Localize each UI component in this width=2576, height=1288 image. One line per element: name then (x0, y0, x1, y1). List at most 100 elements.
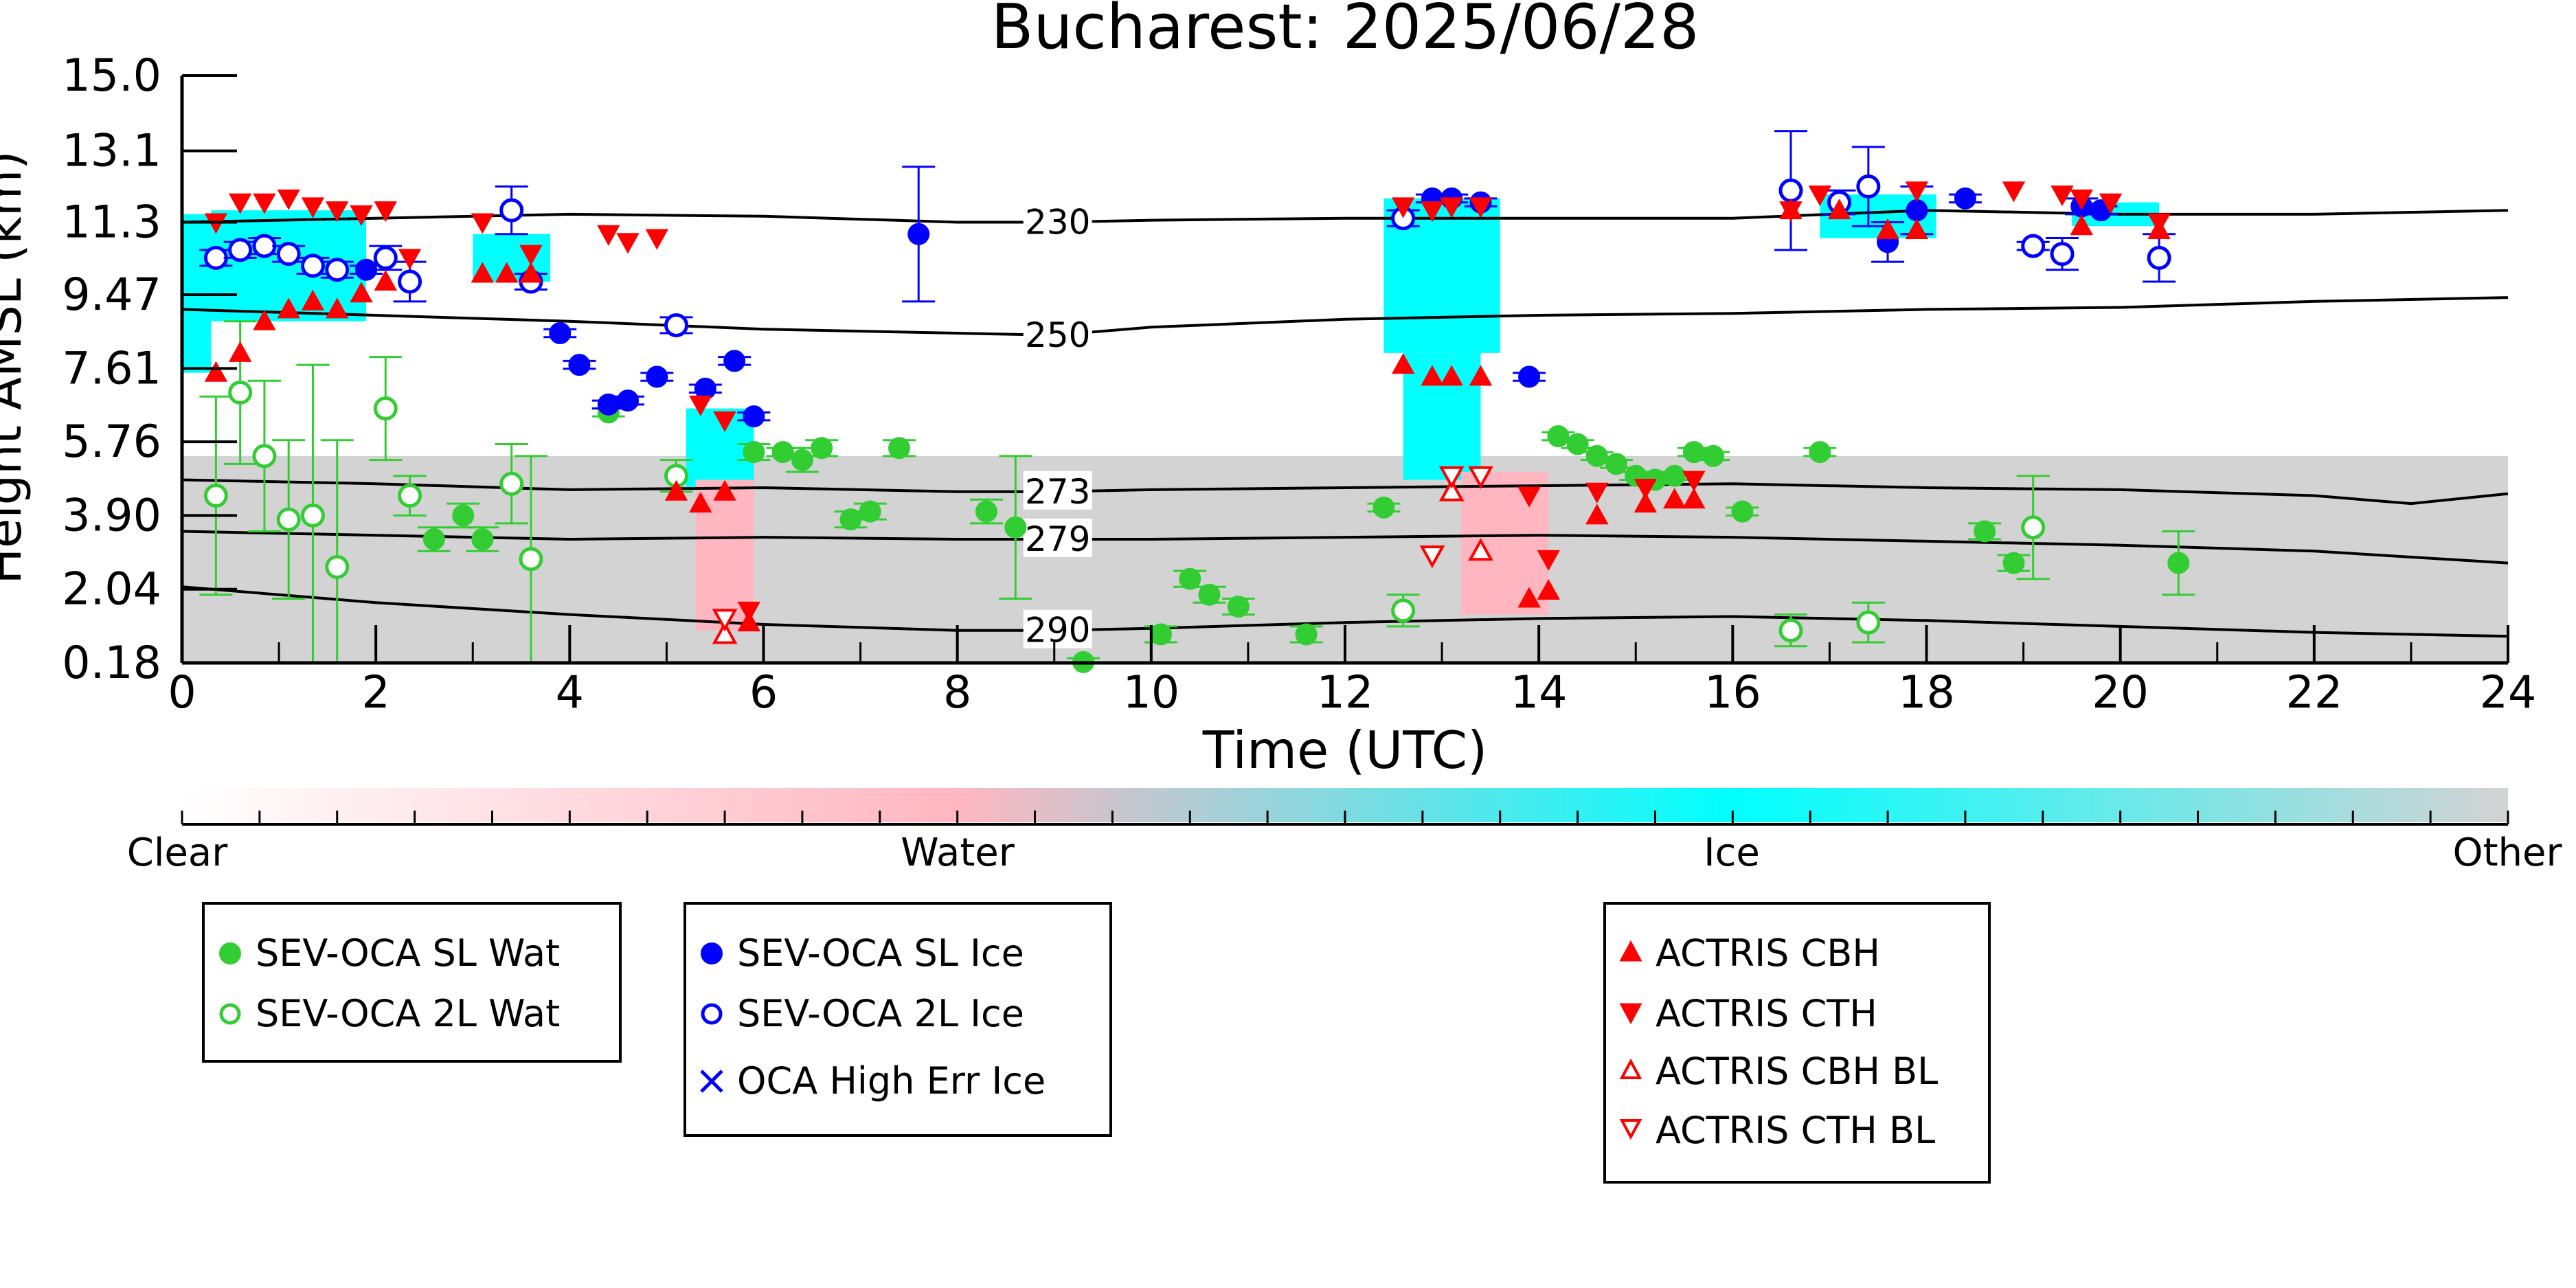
sev-oca-sl-ice-point (646, 365, 668, 388)
actris-cbh-point (1440, 365, 1463, 386)
y-axis-label: Height AMSL (km) (0, 151, 32, 585)
actris-cth-point (374, 201, 397, 223)
sev-oca-2l-wat-point (398, 484, 422, 508)
sev-oca-sl-wat-point (1372, 496, 1395, 519)
x-tick-label: 2 (361, 667, 389, 719)
colorbar-label-clear: Clear (127, 831, 228, 875)
actris-cbh-point (519, 262, 543, 283)
legend-label-cbh: ACTRIS CBH (1656, 931, 1880, 975)
sev-oca-2l-wat-point (2021, 515, 2046, 540)
actris-cth-point (398, 249, 422, 270)
sev-oca-2l-wat-point (519, 547, 543, 572)
sev-oca-sl-wat-point (2167, 552, 2190, 574)
actris-cbh-bl-point (1468, 538, 1493, 561)
y-tick-label: 0.18 (62, 637, 161, 689)
legend-marker-sl-wat (219, 942, 241, 964)
actris-cth-point (471, 213, 495, 234)
sev-oca-sl-wat-point (743, 441, 765, 464)
sev-oca-sl-wat-point (422, 528, 445, 550)
y-tick-label: 9.47 (62, 269, 161, 321)
sev-oca-2l-wat-point (276, 507, 301, 532)
x-tick-label: 20 (2092, 667, 2149, 719)
x-tick-label: 22 (2285, 667, 2342, 719)
actris-cth-point (1905, 181, 1929, 203)
actris-cbh-point (1905, 218, 1929, 239)
sev-oca-sl-wat-point (1663, 464, 1686, 487)
legend-box (683, 902, 1112, 1137)
legend-marker-cbh (1619, 940, 1642, 962)
actris-cbh-point (1585, 504, 1609, 525)
colorbar-label-water: Water (901, 831, 1015, 875)
actris-cbh-point (1537, 578, 1560, 600)
sev-oca-2l-ice-point (1856, 174, 1881, 199)
colorbar: Clear Water Ice Other (127, 788, 2562, 875)
actris-cbh-point (689, 492, 712, 513)
actris-cth-point (519, 245, 543, 266)
actris-cth-point (1634, 479, 1658, 500)
isotherm-line (182, 296, 2508, 337)
sev-oca-sl-ice-point (1906, 199, 1928, 222)
sev-oca-sl-wat-point (1585, 444, 1608, 467)
sev-oca-sl-wat-point (1227, 596, 1250, 618)
isotherm-label: 279 (1025, 519, 1090, 559)
sev-oca-2l-ice-point (398, 269, 422, 294)
actris-cth-point (1421, 201, 1444, 223)
legend-marker-cth (1619, 1003, 1642, 1025)
sev-oca-sl-wat-point (452, 504, 475, 527)
actris-cth-point (228, 193, 252, 214)
actris-cbh-point (1682, 488, 1706, 509)
actris-cth-point (737, 601, 761, 622)
sev-oca-sl-wat-point (1547, 425, 1570, 447)
sev-oca-2l-wat-point (373, 396, 398, 421)
actris-cth-point (2070, 189, 2093, 210)
sev-oca-2l-wat-point (203, 484, 228, 508)
isotherm-label-bg (1023, 519, 1092, 557)
y-tick-label: 3.90 (62, 490, 161, 541)
actris-cbh-point (713, 479, 736, 501)
sev-oca-sl-wat-point (975, 500, 997, 523)
sev-oca-sl-ice-point (616, 389, 639, 412)
sev-oca-2l-ice-point (276, 242, 301, 267)
sev-oca-2l-ice-point (325, 258, 350, 282)
sev-oca-sl-wat-point (859, 500, 881, 523)
isotherm-label: 273 (1025, 472, 1090, 512)
x-tick-label: 24 (2480, 667, 2537, 719)
legend-marker-cth-bl (1619, 1119, 1642, 1140)
sev-oca-sl-wat-point (1974, 520, 1996, 543)
actris-cbh-bl-point (1438, 478, 1465, 501)
actris-cbh-point (1634, 492, 1658, 513)
sev-oca-sl-wat-point (1149, 623, 1172, 646)
sev-oca-2l-wat-point (1778, 618, 1803, 643)
actris-cth-bl-point (1419, 545, 1445, 569)
colorbar-ticks (181, 811, 2509, 824)
sev-oca-sl-wat-point (771, 441, 794, 464)
sev-oca-2l-wat-point (252, 444, 277, 468)
actris-cth-point (253, 193, 276, 214)
axes-layer: 0 2 4 6 8 10 12 14 16 18 20 22 240.182.043.905.767.6… (62, 50, 2536, 719)
legend-actris: ACTRIS CBH ACTRIS CTH ACTRIS CBH BL ACTR… (1603, 902, 1991, 1184)
legend-label-cbh-bl: ACTRIS CBH BL (1656, 1050, 1938, 1093)
legend-marker-2l-wat (219, 1003, 241, 1025)
actris-cth-point (1537, 550, 1560, 571)
actris-cth-bl-point (1438, 466, 1465, 489)
legend-label-sl-ice: SEV-OCA SL Ice (737, 931, 1024, 975)
cloud-region-ice (1403, 352, 1481, 480)
sev-oca-sl-wat-point (1731, 500, 1754, 523)
actris-cth-point (2099, 193, 2123, 214)
x-axis-label: Time (UTC) (1202, 720, 1488, 780)
sev-oca-2l-ice-point (2050, 242, 2075, 267)
actris-cbh-point (1876, 218, 1899, 239)
sev-oca-2l-wat-point (1391, 598, 1416, 623)
actris-cth-point (713, 411, 736, 432)
x-tick-label: 8 (943, 667, 971, 719)
isotherm-label-bg (1023, 201, 1092, 240)
sev-oca-2l-ice-point (2021, 234, 2046, 258)
actris-cth-point (350, 205, 373, 226)
sev-oca-sl-wat-point (1295, 623, 1318, 646)
actris-cth-point (301, 197, 325, 218)
actris-cbh-point (1421, 365, 1444, 386)
isotherm-label-bg (1023, 314, 1092, 353)
legend-label-2l-wat: SEV-OCA 2L Wat (256, 992, 560, 1035)
legend-label-sl-wat: SEV-OCA SL Wat (256, 931, 560, 975)
isotherm-line (182, 530, 2508, 565)
